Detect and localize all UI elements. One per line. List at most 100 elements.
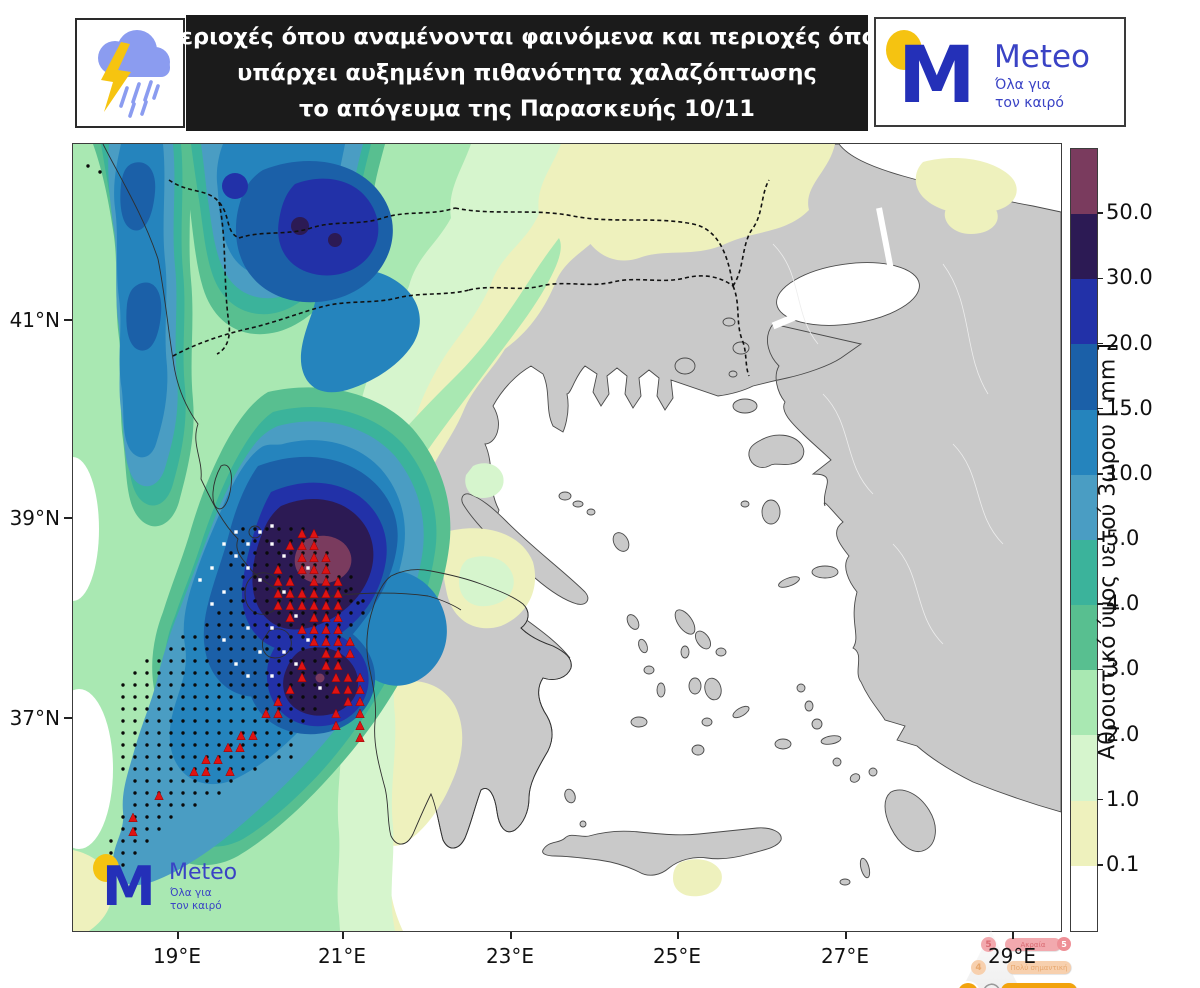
colorbar-tickmark (1097, 342, 1103, 345)
hail-triangle (297, 528, 307, 538)
logo-name: Meteo (994, 39, 1091, 75)
colorbar-segment (1071, 735, 1097, 801)
coastline-overlay (102, 144, 572, 849)
hail-triangle-markers (128, 528, 365, 836)
hail-triangle (189, 766, 199, 776)
x-tickmark (1012, 932, 1014, 939)
colorbar-tickmark (1097, 277, 1103, 280)
hail-triangle (333, 576, 343, 586)
colorbar-tick-label: 50.0 (1106, 200, 1153, 225)
hail-triangle (261, 708, 271, 718)
hail-triangle (345, 648, 355, 658)
colorbar-tickmark (1097, 798, 1103, 801)
probability-stipple-dots (86, 164, 365, 879)
header-title-banner: Περιοχές όπου αναμένονται φαινόμενα και … (162, 15, 892, 131)
colorbar-segment (1071, 800, 1097, 866)
pyramid-level-number: 4 (971, 960, 986, 975)
map-watermark-logo: M Meteo Όλα για τον καιρό (93, 852, 283, 922)
land-small-islands (558, 317, 878, 886)
hazard-pyramid: M Meteo Όλα για τον καιρό 5Ακραία54Πολύ … (925, 931, 1085, 988)
hail-triangle (321, 600, 331, 610)
colorbar-tick-label: 5.0 (1106, 526, 1140, 550)
y-tickmark (64, 517, 72, 519)
hail-triangle (213, 754, 223, 764)
hail-triangle (333, 636, 343, 646)
hail-triangle (309, 576, 319, 586)
colorbar-tick-label: 20.0 (1106, 330, 1153, 355)
x-tickmark (845, 932, 847, 939)
hail-triangle (355, 732, 365, 742)
hail-triangle (285, 588, 295, 598)
hail-triangle (297, 540, 307, 550)
hail-triangle (331, 720, 341, 730)
hail-triangle (297, 588, 307, 598)
colorbar-tickmark (1097, 407, 1103, 410)
hail-triangle (297, 660, 307, 670)
hail-triangle (321, 552, 331, 562)
hail-triangle (355, 720, 365, 730)
hail-triangle (273, 576, 283, 586)
colorbar-segment (1071, 605, 1097, 671)
hail-triangle (297, 552, 307, 562)
hail-triangle (321, 564, 331, 574)
logo-yellow-dot (886, 30, 922, 70)
pyramid-top-badge: 5 (1057, 937, 1071, 951)
colorbar-tick-label: 10.0 (1106, 460, 1153, 485)
hail-triangle (297, 672, 307, 682)
hail-triangle (201, 754, 211, 764)
hail-triangle (321, 648, 331, 658)
hail-triangle (297, 564, 307, 574)
colorbar-segment (1071, 539, 1097, 606)
colorbar-segment (1071, 214, 1097, 280)
hail-triangle (343, 684, 353, 694)
colorbar-tick-label: 0.1 (1106, 851, 1140, 876)
meteo-logo-box: M Meteo Όλα για τον καιρό (874, 17, 1126, 127)
hail-triangle (285, 540, 295, 550)
hail-triangle (355, 684, 365, 694)
hail-triangle (128, 826, 138, 836)
hail-triangle (355, 672, 365, 682)
x-tick-label: 25°E (652, 944, 702, 968)
y-tickmark (64, 717, 72, 719)
colorbar-tick-label: 15.0 (1106, 395, 1153, 420)
colorbar-segment (1071, 409, 1097, 475)
x-tick-label: 21°E (317, 944, 367, 968)
colorbar-tick-label: 4.0 (1106, 591, 1140, 616)
hail-triangle (223, 742, 233, 752)
x-tick-label: 27°E (820, 944, 870, 968)
hail-triangle (285, 600, 295, 610)
hail-triangle (225, 766, 235, 776)
y-tickmark (64, 319, 72, 321)
hail-triangle (321, 636, 331, 646)
header-line-1: Περιοχές όπου αναμένονται φαινόμενα και … (161, 24, 893, 50)
hail-triangle (285, 576, 295, 586)
hail-triangle (333, 612, 343, 622)
y-tick-label: 37°N (9, 706, 60, 730)
hail-triangle (321, 660, 331, 670)
hail-triangle (321, 576, 331, 586)
x-tick-label: 23°E (485, 944, 535, 968)
sea-marmara (771, 207, 920, 330)
logo-tagline-2: τον καιρό (995, 95, 1064, 111)
land-crete (542, 827, 782, 876)
map-canvas: M Meteo Όλα για τον καιρό M Meteo Όλα γι… (72, 143, 1077, 988)
logo-m-glyph: M (898, 31, 976, 121)
hail-triangle (273, 696, 283, 706)
hail-triangle (309, 600, 319, 610)
sea-gaps (73, 457, 113, 849)
colorbar-segment (1071, 344, 1097, 410)
hail-triangle (309, 588, 319, 598)
hail-triangle (333, 588, 343, 598)
storm-cloud-icon (98, 30, 170, 118)
y-tick-label: 41°N (9, 308, 60, 332)
hail-triangle (297, 600, 307, 610)
hail-triangle (235, 742, 245, 752)
hail-triangle (333, 648, 343, 658)
hail-triangle (331, 672, 341, 682)
hail-triangle (309, 564, 319, 574)
hail-triangle (309, 636, 319, 646)
hail-triangle (309, 612, 319, 622)
hail-triangle (273, 708, 283, 718)
hail-triangle (333, 600, 343, 610)
hail-triangle (321, 588, 331, 598)
